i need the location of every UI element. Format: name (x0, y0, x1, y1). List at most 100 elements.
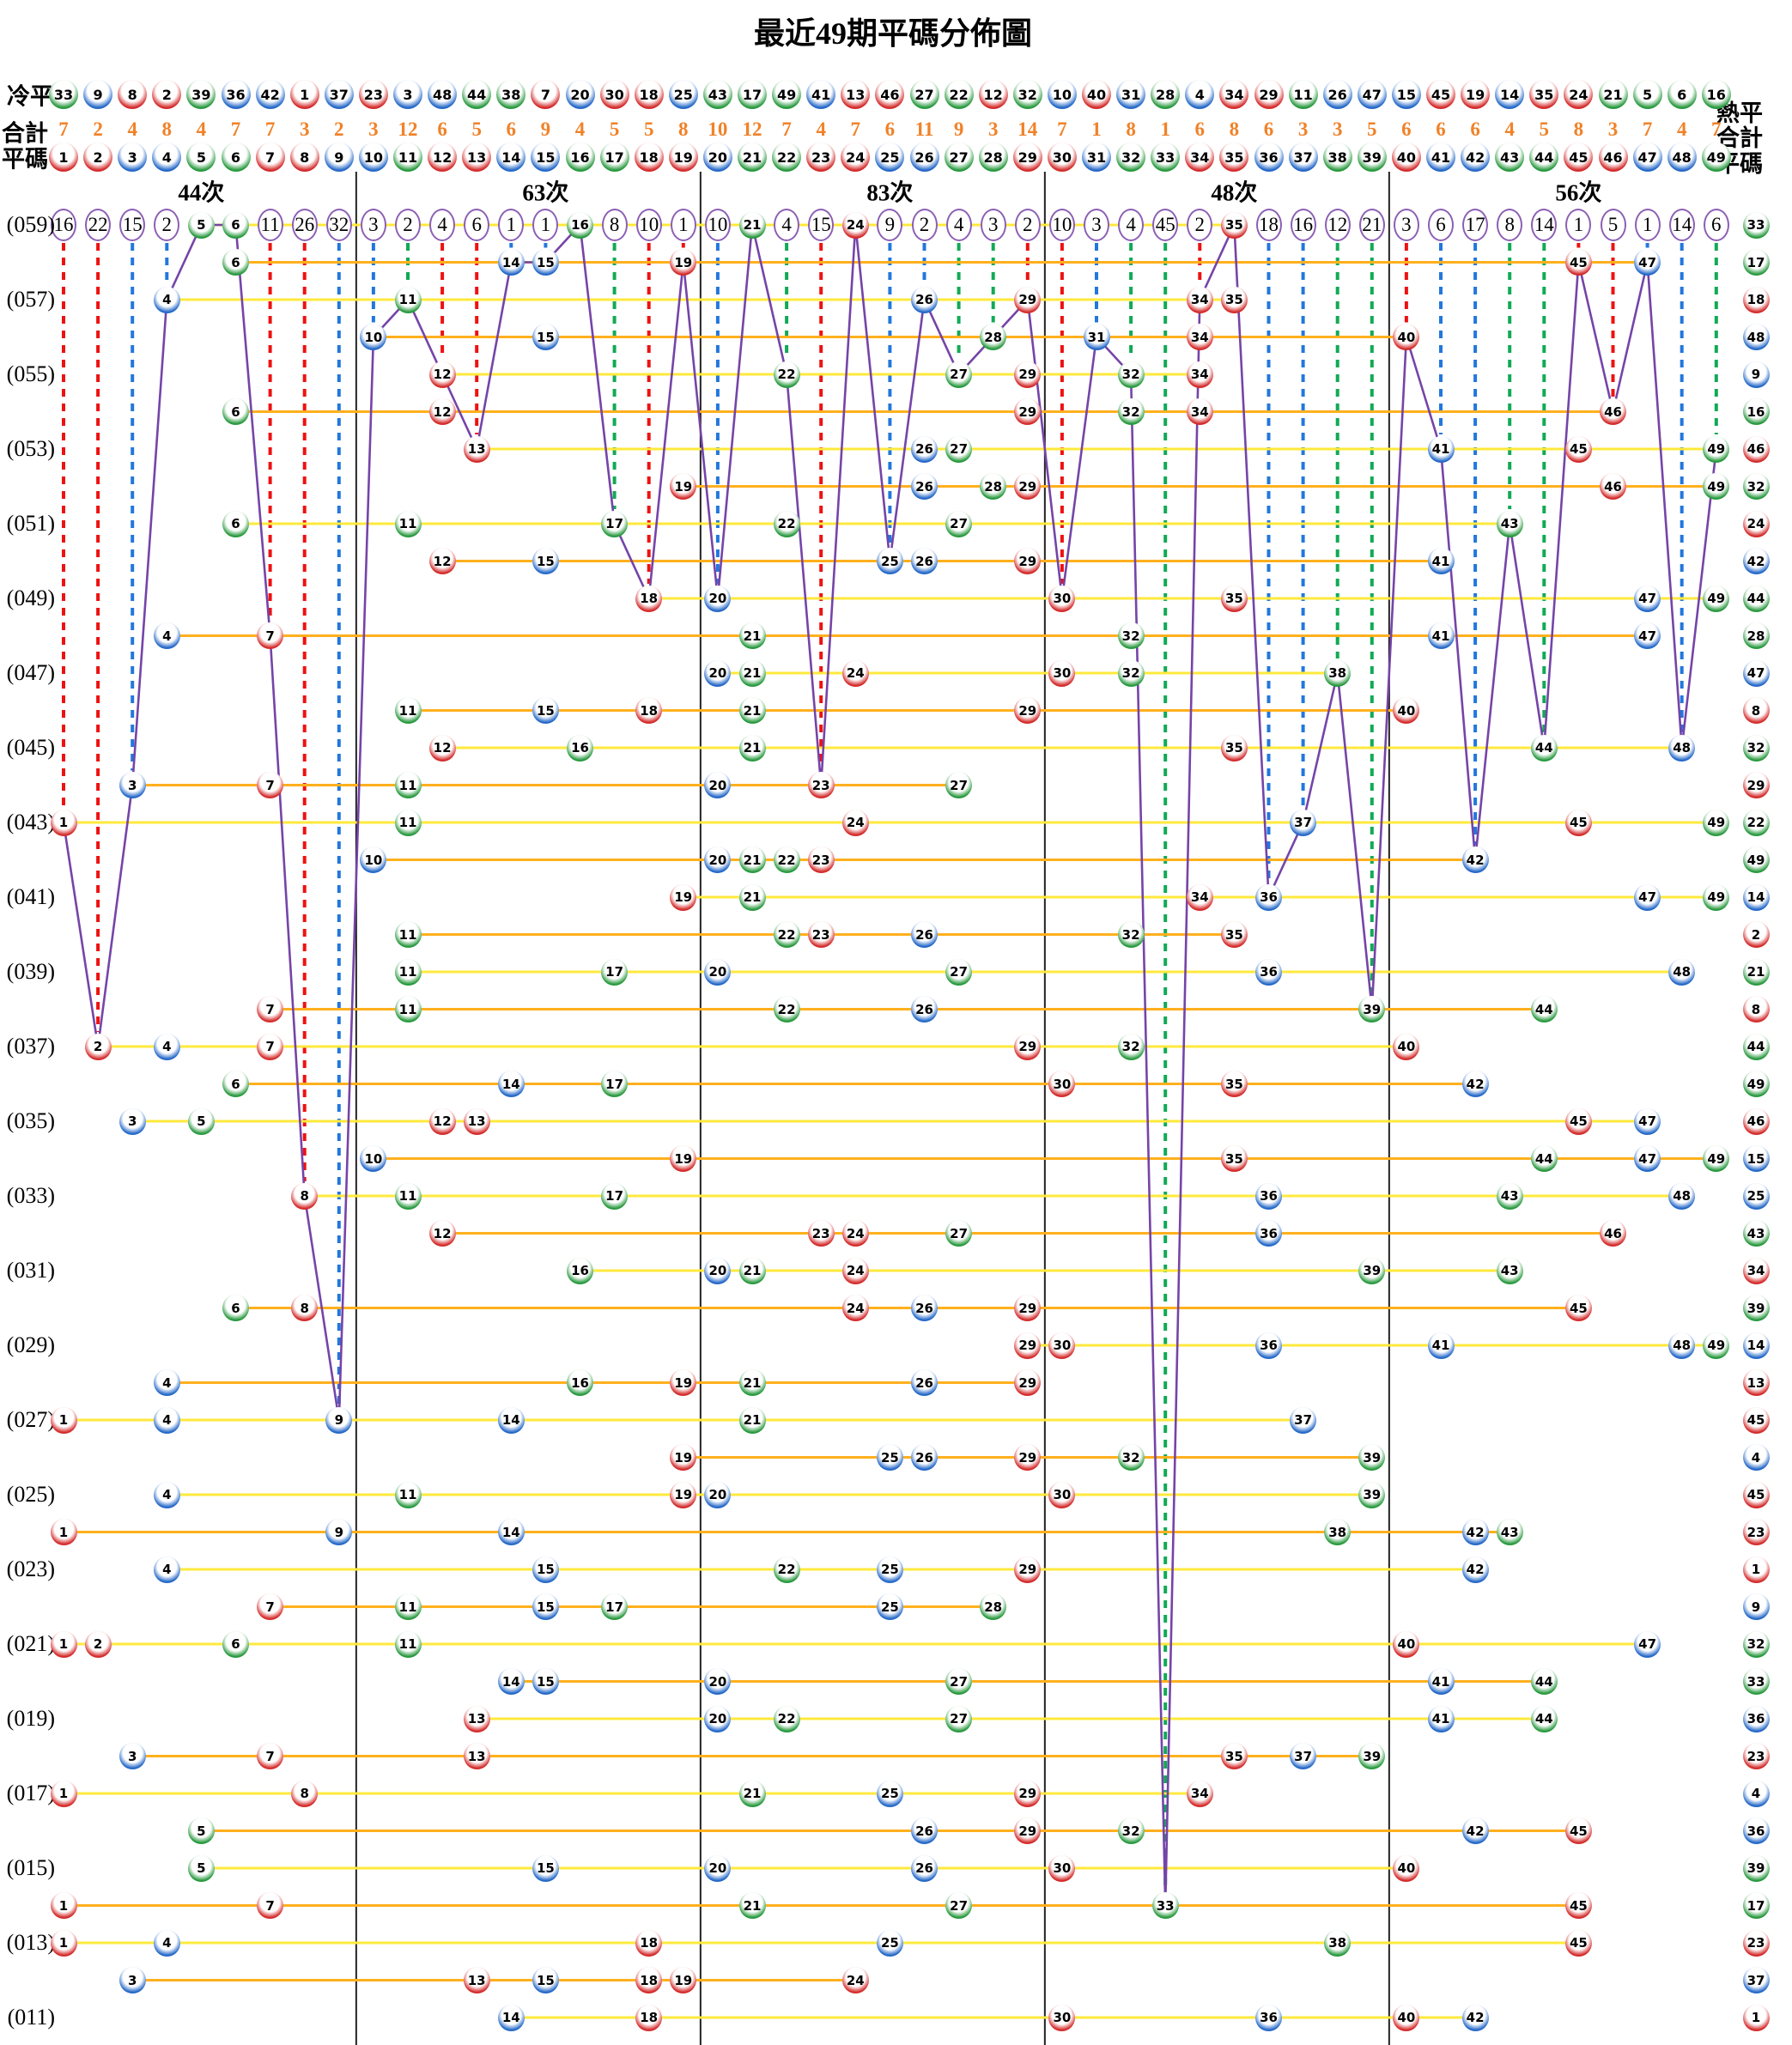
total-col-49: 7 (1711, 118, 1722, 140)
ball-44: 44 (1530, 1705, 1558, 1732)
special-ball-14: 14 (1742, 1332, 1770, 1359)
miss-count-circle: 9 (877, 209, 903, 241)
ball-29: 29 (1014, 286, 1042, 313)
miss-count-circle: 15 (808, 209, 835, 241)
special-ball-49: 49 (1742, 1071, 1770, 1097)
special-ball-23: 23 (1742, 1929, 1770, 1957)
ball-26: 26 (911, 1817, 938, 1844)
group-label-3: 83次 (866, 179, 914, 206)
miss-count-circle: 16 (1290, 209, 1316, 241)
ball-1: 1 (50, 1929, 77, 1957)
ball-40: 40 (1393, 697, 1420, 724)
ball-25: 25 (876, 1593, 903, 1620)
cold-ball-25: 25 (668, 80, 698, 109)
period-label-(031): (031) (6, 1258, 55, 1283)
code-ball-37: 37 (1288, 143, 1318, 172)
ball-47: 47 (1634, 1107, 1661, 1135)
ball-32: 32 (1117, 659, 1145, 687)
cold-ball-42: 42 (255, 80, 285, 109)
period-label-(059): (059) (6, 212, 55, 237)
ball-3: 3 (118, 1107, 146, 1135)
ball-47: 47 (1634, 883, 1661, 911)
ball-19: 19 (670, 1481, 697, 1508)
ball-29: 29 (1014, 1780, 1042, 1807)
miss-count-circle: 10 (704, 209, 731, 241)
ball-34: 34 (1186, 1780, 1213, 1807)
ball-41: 41 (1427, 1705, 1455, 1732)
cold-ball-7: 7 (531, 80, 561, 109)
ball-31: 31 (1083, 324, 1110, 350)
code-ball-32: 32 (1116, 143, 1146, 172)
period-label-(013): (013) (6, 1930, 55, 1955)
total-col-38: 3 (1332, 118, 1343, 140)
total-col-4: 8 (161, 118, 173, 140)
ball-47: 47 (1634, 1145, 1661, 1172)
cold-ball-17: 17 (738, 80, 767, 109)
cold-ball-36: 36 (221, 80, 251, 109)
ball-25: 25 (876, 1780, 903, 1807)
miss-count-circle: 3 (360, 209, 386, 241)
total-col-32: 8 (1126, 118, 1136, 140)
special-ball-34: 34 (1742, 1257, 1770, 1284)
total-col-23: 4 (816, 118, 826, 140)
total-col-27: 9 (953, 118, 964, 140)
ball-20: 20 (704, 1854, 732, 1882)
period-label-(043): (043) (6, 810, 55, 834)
ball-29: 29 (1014, 398, 1042, 425)
cold-ball-43: 43 (702, 80, 732, 109)
ball-27: 27 (945, 1892, 973, 1919)
ball-21: 21 (738, 734, 766, 762)
ball-24: 24 (841, 659, 869, 687)
miss-count-circle: 5 (1600, 209, 1626, 241)
code-ball-15: 15 (531, 143, 561, 172)
total-col-29: 14 (1017, 118, 1038, 140)
period-label-(029): (029) (6, 1332, 55, 1357)
ball-21: 21 (738, 1369, 766, 1396)
special-ball-32: 32 (1742, 473, 1770, 500)
ball-4: 4 (153, 1406, 180, 1434)
ball-22: 22 (773, 1705, 800, 1732)
special-ball-17: 17 (1742, 1892, 1770, 1919)
miss-count-circle: 22 (85, 209, 112, 241)
cold-ball-8: 8 (118, 80, 148, 109)
code-ball-30: 30 (1047, 143, 1077, 172)
ball-22: 22 (773, 847, 800, 873)
ball-30: 30 (1048, 659, 1076, 687)
ball-4: 4 (153, 622, 180, 649)
ball-19: 19 (670, 883, 697, 911)
ball-11: 11 (394, 1593, 422, 1620)
ball-6: 6 (222, 1630, 249, 1658)
cold-label: 冷平 (7, 83, 53, 110)
ball-25: 25 (876, 1929, 903, 1957)
special-ball-45: 45 (1742, 1406, 1770, 1434)
ball-1: 1 (50, 1630, 77, 1658)
cold-ball-22: 22 (944, 80, 974, 109)
code-ball-48: 48 (1667, 143, 1697, 172)
ball-48: 48 (1668, 734, 1696, 762)
ball-44: 44 (1530, 996, 1558, 1023)
ball-29: 29 (1014, 697, 1042, 724)
ball-37: 37 (1290, 1406, 1317, 1434)
cold-ball-11: 11 (1288, 80, 1318, 109)
total-col-37: 3 (1297, 118, 1309, 140)
miss-count-circle: 4 (1118, 209, 1145, 241)
cold-ball-31: 31 (1116, 80, 1146, 109)
period-label-(047): (047) (6, 660, 55, 685)
ball-27: 27 (945, 958, 973, 986)
ball-14: 14 (497, 1071, 525, 1097)
period-label-(037): (037) (6, 1034, 55, 1059)
ball-11: 11 (394, 809, 422, 836)
ball-42: 42 (1461, 847, 1489, 873)
cold-ball-18: 18 (634, 80, 664, 109)
ball-26: 26 (911, 286, 938, 313)
ball-41: 41 (1427, 622, 1455, 649)
miss-count-circle: 10 (1048, 209, 1075, 241)
special-ball-43: 43 (1742, 1220, 1770, 1247)
ball-26: 26 (911, 548, 938, 574)
ball-12: 12 (428, 734, 456, 762)
ball-1: 1 (50, 809, 77, 836)
special-ball-9: 9 (1742, 1593, 1770, 1620)
ball-42: 42 (1461, 1071, 1489, 1097)
total-col-13: 5 (471, 118, 482, 140)
